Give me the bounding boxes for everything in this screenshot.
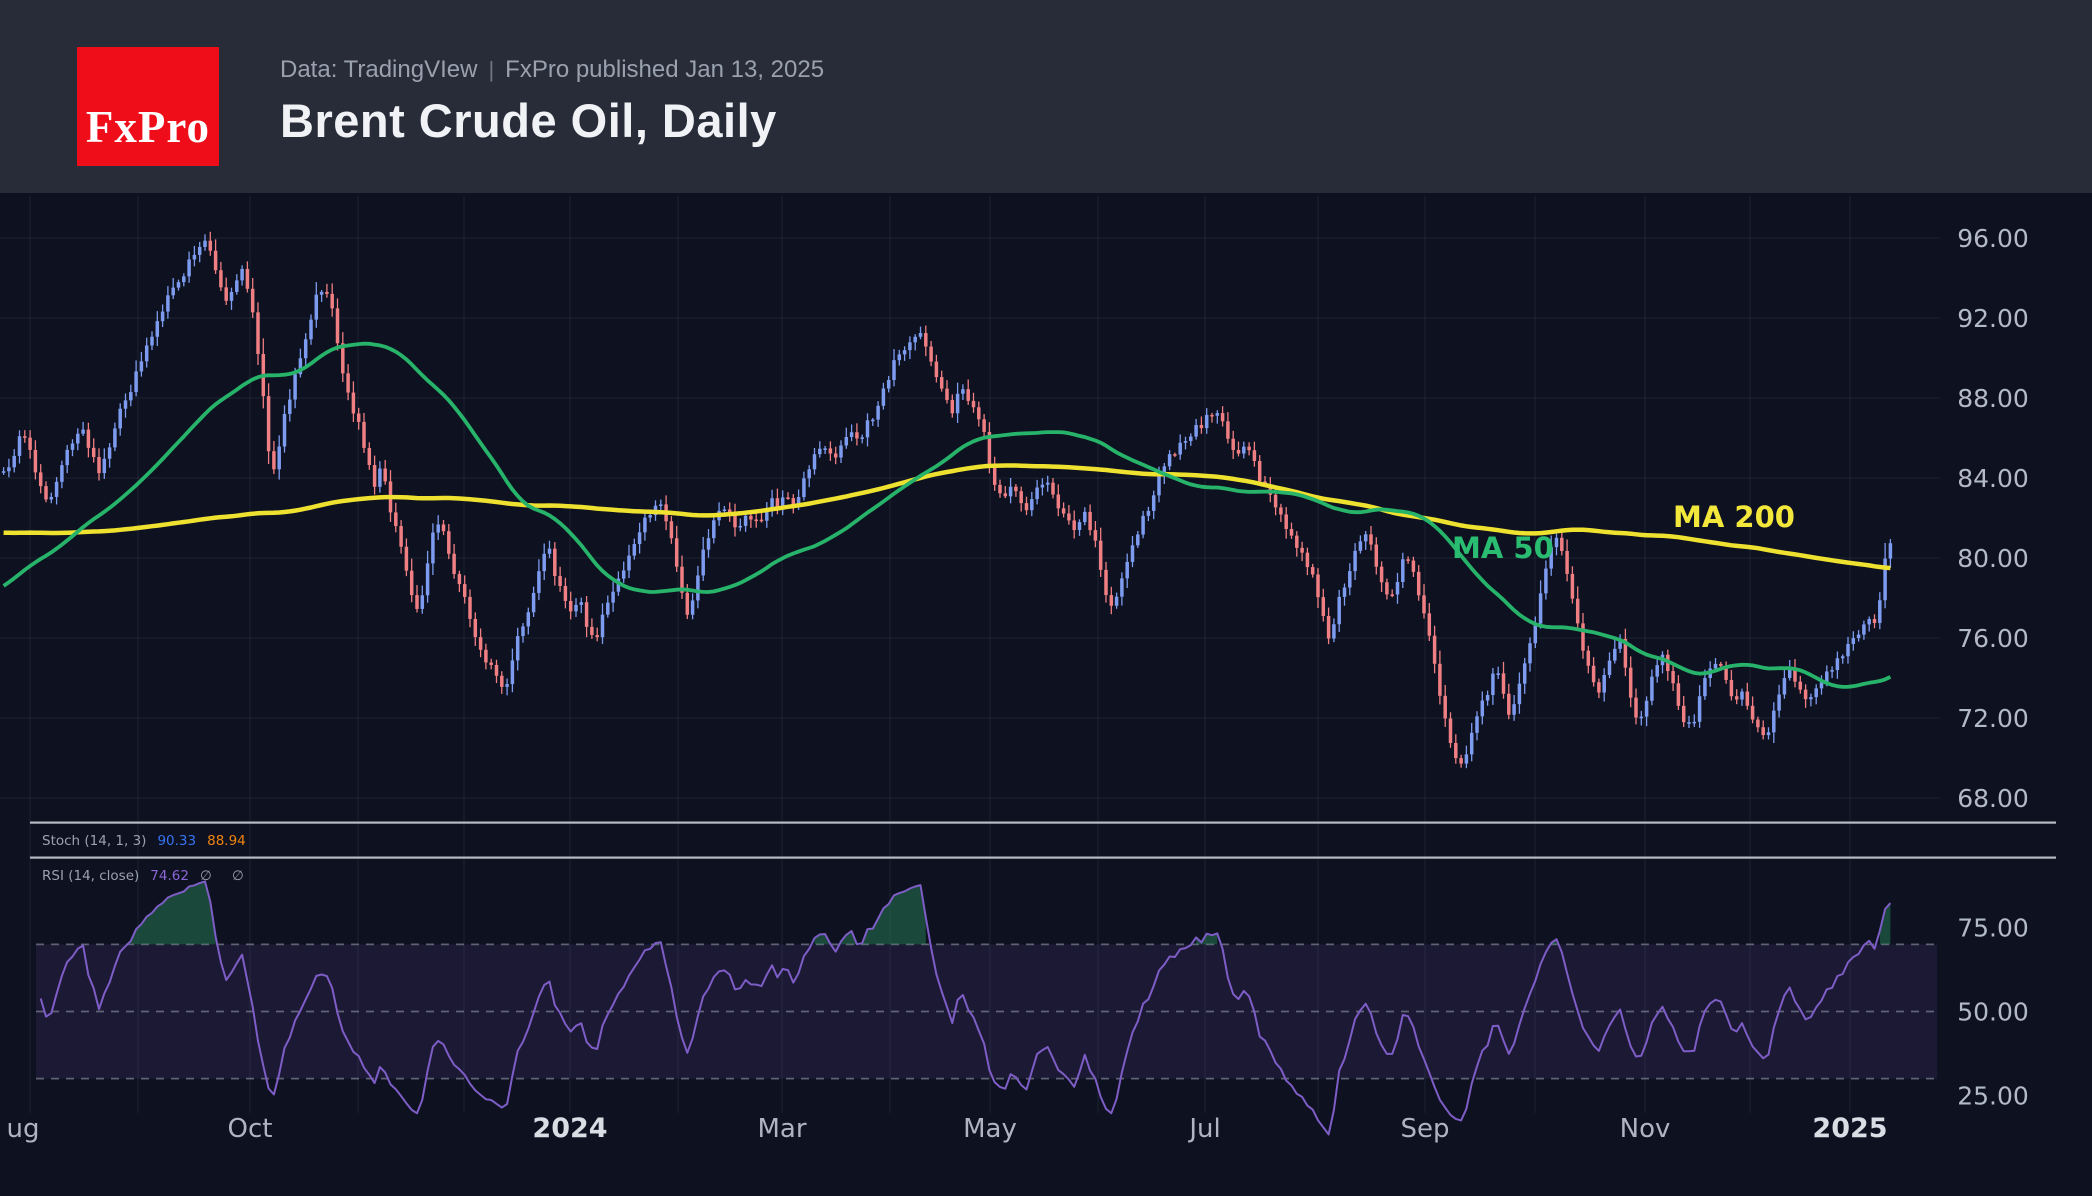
candlesticks [1,231,1893,769]
rsi-indicator-row[interactable]: RSI (14, close) 74.62 ∅ ∅ [42,868,252,884]
svg-text:92.00: 92.00 [1957,304,2029,333]
page-title: Brent Crude Oil, Daily [280,94,777,147]
subtitle-separator: | [488,57,495,82]
ma-labels: MA 50 MA 200 [1452,500,1795,565]
chart-svg[interactable]: 96.00 92.00 88.00 84.00 80.00 76.00 72.00 68.00… [0,193,2092,1196]
svg-text:Sep: Sep [1400,1114,1449,1144]
pane-dividers [30,821,2056,859]
fxpro-logo: FxPro [77,47,219,166]
stoch-d-value: 88.94 [207,833,246,849]
ma50-label: MA 50 [1452,531,1554,565]
svg-text:Nov: Nov [1620,1114,1671,1144]
rsi-line-group [39,880,1892,1136]
svg-text:68.00: 68.00 [1957,784,2029,813]
header: FxPro Data: TradingVIew | FxPro published … [0,0,2092,193]
stoch-label: Stoch (14, 1, 3) [42,833,147,849]
rsi-label: RSI (14, close) [42,868,140,884]
svg-text:ug: ug [7,1114,40,1144]
header-text: Data: TradingVIew | FxPro published Jan 13… [280,56,824,148]
rsi-axis-labels: 75.00 50.00 25.00 [1957,914,2029,1111]
svg-text:Mar: Mar [757,1114,806,1144]
ma200-label: MA 200 [1673,500,1795,534]
svg-text:2025: 2025 [1812,1113,1887,1144]
svg-text:75.00: 75.00 [1957,914,2029,943]
svg-text:25.00: 25.00 [1957,1081,2029,1110]
svg-text:80.00: 80.00 [1957,544,2029,573]
published-label: FxPro published Jan 13, 2025 [505,56,825,83]
svg-text:96.00: 96.00 [1957,224,2029,253]
svg-text:84.00: 84.00 [1957,464,2029,493]
rsi-value: 74.62 [150,868,189,884]
ma50 [2,341,1892,689]
svg-text:50.00: 50.00 [1957,998,2029,1027]
ma200 [3,463,1891,571]
rsi-line [39,880,1892,1136]
svg-text:76.00: 76.00 [1957,624,2029,653]
ma200-line [3,463,1891,571]
rsi-empty-set-icon: ∅ ∅ [199,868,252,884]
fxpro-logo-text: FxPro [85,102,211,152]
svg-text:May: May [963,1114,1017,1144]
stoch-k-value: 90.33 [157,833,197,849]
data-source-label: Data: TradingVIew [280,56,478,83]
chart-source-line: Data: TradingVIew | FxPro published Jan 13… [280,56,824,84]
gridlines [0,196,1940,1113]
time-axis-labels: ug Oct 2024 Mar May Jul Sep Nov 2025 [7,1113,1888,1144]
price-axis-labels: 96.00 92.00 88.00 84.00 80.00 76.00 72.00 68.00 [1957,224,2029,813]
rsi-overbought-fill [130,881,1891,945]
svg-text:Oct: Oct [228,1114,273,1144]
ma50-line [2,341,1892,689]
svg-text:88.00: 88.00 [1957,384,2029,413]
svg-text:72.00: 72.00 [1957,704,2029,733]
stoch-indicator-row[interactable]: Stoch (14, 1, 3) 90.33 88.94 [42,833,246,849]
svg-text:Jul: Jul [1187,1114,1220,1144]
svg-text:2024: 2024 [532,1113,607,1144]
